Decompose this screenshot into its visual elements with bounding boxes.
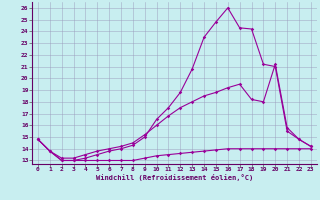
X-axis label: Windchill (Refroidissement éolien,°C): Windchill (Refroidissement éolien,°C) <box>96 174 253 181</box>
